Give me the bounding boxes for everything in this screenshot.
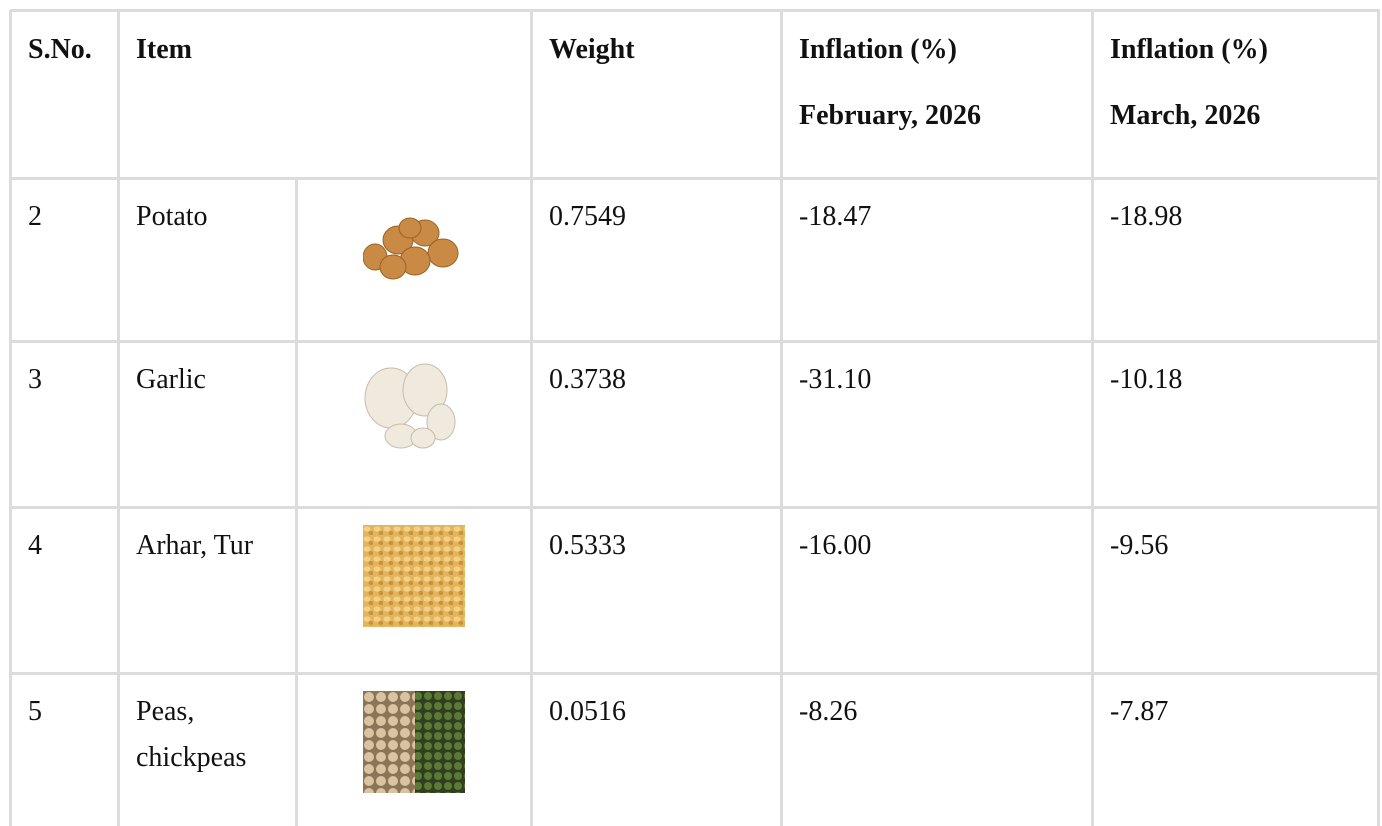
table-cell: -16.00 — [781, 507, 1092, 569]
row-border — [10, 9, 1380, 12]
table-cell: -8.26 — [781, 673, 1092, 735]
table-cell: 0.0516 — [531, 673, 781, 735]
table-cell: 0.5333 — [531, 507, 781, 569]
table-cell: 0.3738 — [531, 341, 781, 403]
col-border — [780, 10, 783, 826]
potato-image — [363, 195, 465, 297]
header-line: Inflation (%) — [1110, 17, 1378, 83]
arhar-image — [363, 525, 465, 627]
table-cell: 3 — [10, 341, 118, 403]
header-line: Inflation (%) — [799, 17, 1092, 83]
header-cell: S.No. — [10, 10, 118, 83]
header-line: March, 2026 — [1110, 83, 1378, 149]
header-line: February, 2026 — [799, 83, 1092, 149]
col-border — [295, 178, 298, 826]
table-cell: -10.18 — [1092, 341, 1378, 403]
table-cell: 5 — [10, 673, 118, 735]
header-cell: Item — [118, 10, 531, 83]
table-cell: -31.10 — [781, 341, 1092, 403]
row-border — [10, 672, 1380, 675]
col-border — [1377, 10, 1380, 826]
table-cell: -7.87 — [1092, 673, 1378, 735]
header-cell: Weight — [531, 10, 781, 83]
item-name: Potato — [118, 178, 296, 240]
row-border — [10, 340, 1380, 343]
garlic-image — [363, 358, 465, 460]
table-cell: -9.56 — [1092, 507, 1378, 569]
page: S.No. Item Weight Inflation (%) February… — [0, 0, 1382, 826]
col-border — [530, 10, 533, 826]
table-cell: 4 — [10, 507, 118, 569]
table-cell: -18.98 — [1092, 178, 1378, 240]
item-name: Peas, chickpeas — [118, 673, 296, 781]
col-border — [117, 10, 120, 826]
col-border — [9, 10, 12, 826]
col-border — [1091, 10, 1094, 826]
peas-image — [363, 691, 465, 793]
item-name: Arhar, Tur — [118, 507, 296, 569]
row-border — [10, 506, 1380, 509]
table-cell: -18.47 — [781, 178, 1092, 240]
item-name: Garlic — [118, 341, 296, 403]
header-cell: Inflation (%) March, 2026 — [1092, 10, 1378, 149]
row-border — [10, 177, 1380, 180]
table-cell: 2 — [10, 178, 118, 240]
header-cell: Inflation (%) February, 2026 — [781, 10, 1092, 149]
table-cell: 0.7549 — [531, 178, 781, 240]
